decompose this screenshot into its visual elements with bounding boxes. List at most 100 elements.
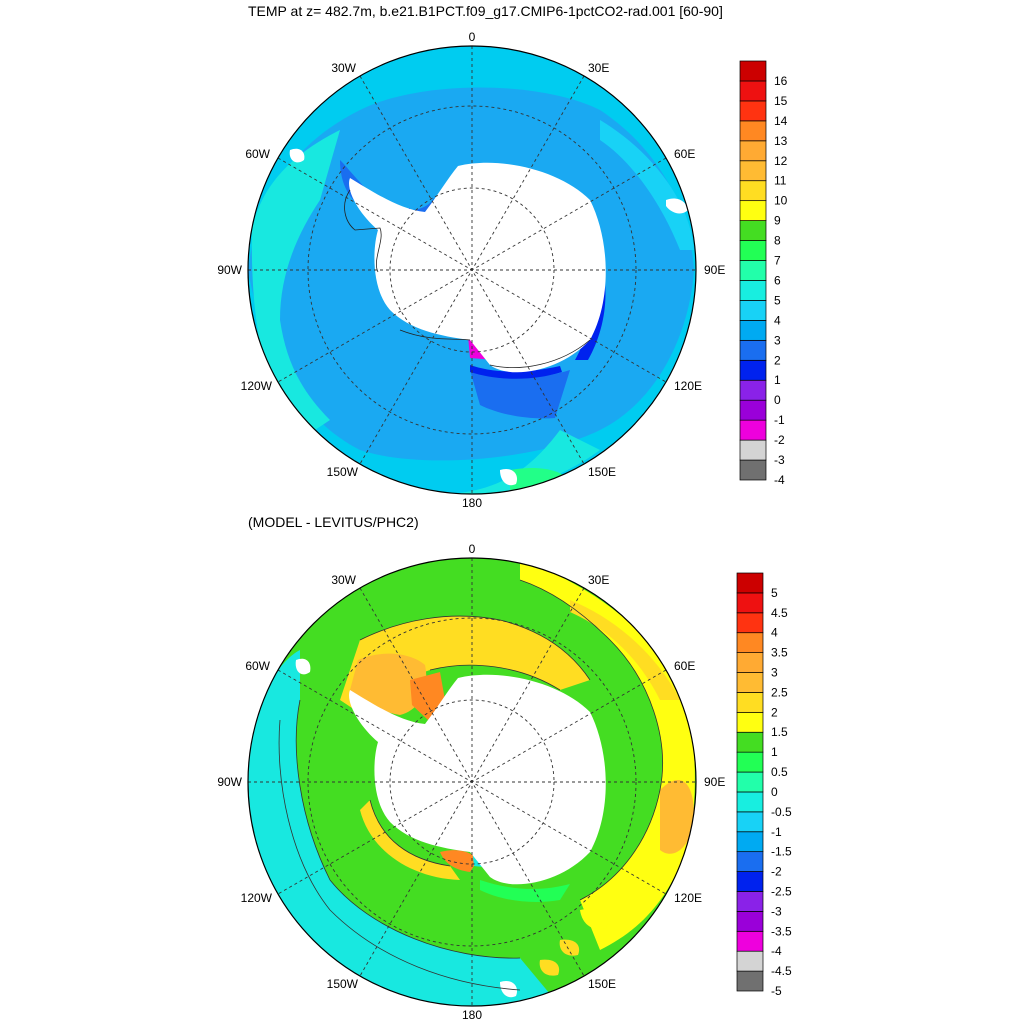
bottom-lon-label: 150W	[327, 977, 359, 991]
top-colorbar-swatch	[739, 399, 767, 421]
top-colorbar-tick-label: 15	[774, 94, 788, 108]
top-colorbar-swatch	[739, 180, 767, 202]
bottom-map-lon-labels: 0 30W 30E 60W 60E 90W 90E 120W 120E 150W…	[217, 542, 725, 1022]
top-colorbar-tick-label: 16	[774, 74, 788, 88]
top-lon-label: 60E	[674, 147, 695, 161]
bottom-colorbar-tick-label: -3	[771, 904, 782, 918]
bottom-colorbar-tick-label: 3	[771, 666, 778, 680]
top-colorbar-tick-label: 1	[774, 373, 781, 387]
top-map-border	[247, 45, 697, 495]
top-colorbar-swatch	[739, 459, 767, 481]
top-colorbar-tick-label: -3	[774, 453, 785, 467]
top-colorbar-swatch	[739, 280, 767, 301]
top-colorbar-tick-label: -4	[774, 473, 785, 487]
bottom-colorbar-swatch	[736, 811, 764, 833]
bottom-colorbar-swatch	[736, 871, 764, 892]
bottom-lon-label: 30W	[331, 573, 356, 587]
bottom-colorbar-tick-label: 2.5	[771, 685, 788, 699]
top-colorbar-tick-label: 10	[774, 194, 788, 208]
top-colorbar-swatch	[739, 60, 767, 82]
bottom-colorbar-swatch	[736, 791, 764, 813]
top-colorbar-swatch	[739, 379, 767, 401]
top-lon-label: 30E	[588, 61, 609, 75]
top-colorbar-tick-label: 3	[774, 333, 781, 347]
top-colorbar-swatch	[739, 300, 767, 321]
top-map-lon-labels: 0 30W 30E 60W 60E 90W 90E 120W 120E 150W…	[217, 30, 725, 510]
top-colorbar-swatch	[739, 120, 767, 142]
bottom-lon-label: 90E	[704, 775, 725, 789]
top-colorbar-tick-label: 4	[774, 313, 781, 327]
bottom-colorbar-swatch	[736, 592, 764, 614]
bottom-colorbar-tick-label: 0.5	[771, 765, 788, 779]
bottom-lon-label: 60W	[245, 659, 270, 673]
top-lon-label: 30W	[331, 61, 356, 75]
bottom-colorbar-swatch	[736, 751, 764, 773]
top-colorbar-tick-label: 13	[774, 134, 788, 148]
bottom-colorbar-swatch	[736, 692, 764, 713]
top-colorbar-swatch	[739, 359, 767, 381]
bottom-colorbar-swatch	[736, 652, 764, 673]
top-colorbar-swatch	[739, 200, 767, 221]
bottom-colorbar-tick-label: 1.5	[771, 725, 788, 739]
bottom-colorbar-swatch	[736, 950, 764, 972]
bottom-map: 0 30W 30E 60W 60E 90W 90E 120W 120E 150W…	[217, 542, 792, 1022]
bottom-lon-label: 150E	[588, 977, 616, 991]
top-colorbar-tick-label: 2	[774, 353, 781, 367]
top-lon-label: 0	[469, 30, 476, 44]
top-colorbar-tick-label: 8	[774, 234, 781, 248]
bottom-colorbar-swatch	[736, 731, 764, 753]
bottom-colorbar-tick-label: -3.5	[771, 924, 792, 938]
bottom-colorbar-tick-label: -2.5	[771, 884, 792, 898]
top-colorbar-swatch	[739, 160, 767, 182]
top-colorbar-tick-label: -2	[774, 433, 785, 447]
top-map-title: TEMP at z= 482.7m, b.e21.B1PCT.f09_g17.C…	[248, 3, 723, 19]
top-lon-label: 120W	[241, 379, 273, 393]
bottom-lon-label: 60E	[674, 659, 695, 673]
top-colorbar-tick-label: 12	[774, 154, 788, 168]
top-colorbar-swatch	[739, 260, 767, 281]
top-map-field	[248, 46, 696, 494]
top-colorbar-swatch	[739, 140, 767, 162]
bottom-map-title: (MODEL - LEVITUS/PHC2)	[248, 514, 419, 530]
top-colorbar-tick-label: 9	[774, 214, 781, 228]
bottom-map-border	[247, 557, 697, 1007]
top-lon-label: 180	[462, 496, 482, 510]
top-colorbar-swatch	[739, 439, 767, 461]
bottom-colorbar-swatch	[736, 711, 764, 733]
bottom-colorbar: -5 -4.5 -4 -3.5 -3 -2.5 -2 -1.5 -1 -0.5 0 0.5 1 1.5 2 2…	[736, 572, 792, 998]
bottom-colorbar-tick-label: -4.5	[771, 964, 792, 978]
bottom-colorbar-swatch	[736, 911, 764, 932]
bottom-colorbar-tick-label: 4.5	[771, 606, 788, 620]
top-colorbar-tick-label: 6	[774, 273, 781, 287]
bottom-colorbar-swatch	[736, 970, 764, 992]
top-lon-label: 90W	[217, 263, 242, 277]
bottom-lon-label: 120E	[674, 891, 702, 905]
bottom-colorbar-tick-label: 0	[771, 785, 778, 799]
bottom-colorbar-swatch	[736, 891, 764, 912]
top-lon-label: 120E	[674, 379, 702, 393]
top-lon-label: 150W	[327, 465, 359, 479]
bottom-colorbar-tick-label: 3.5	[771, 646, 788, 660]
bottom-colorbar-tick-label: -0.5	[771, 805, 792, 819]
bottom-colorbar-swatch	[736, 672, 764, 693]
top-colorbar-tick-label: 14	[774, 114, 788, 128]
bottom-colorbar-tick-label: -1	[771, 825, 782, 839]
bottom-lon-label: 30E	[588, 573, 609, 587]
top-map: 0 30W 30E 60W 60E 90W 90E 120W 120E 150W…	[217, 30, 787, 510]
top-colorbar-tick-label: 11	[774, 174, 787, 188]
bottom-lon-label: 90W	[217, 775, 242, 789]
bottom-colorbar-swatch	[736, 930, 764, 952]
bottom-colorbar-swatch	[736, 771, 764, 793]
bottom-colorbar-swatch	[736, 572, 764, 594]
top-colorbar-tick-label: -1	[774, 413, 785, 427]
top-lon-label: 60W	[245, 147, 270, 161]
bottom-colorbar-swatch	[736, 831, 764, 853]
bottom-colorbar-tick-label: 2	[771, 705, 778, 719]
bottom-colorbar-tick-label: 4	[771, 626, 778, 640]
bottom-colorbar-swatch	[736, 612, 764, 634]
top-lon-label: 90E	[704, 263, 725, 277]
bottom-map-graticule	[248, 558, 696, 1006]
top-colorbar-swatch	[739, 320, 767, 341]
